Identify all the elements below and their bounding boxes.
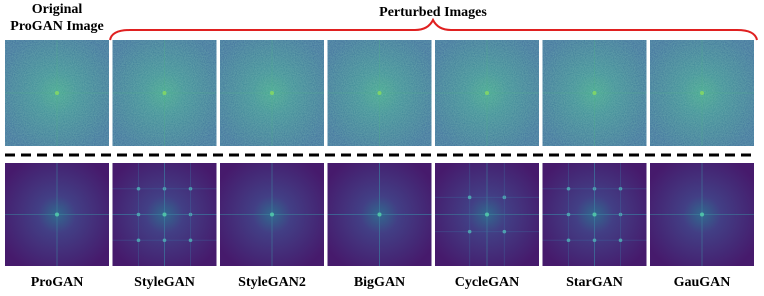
- artifact-peak: [592, 186, 597, 191]
- artifact-peak: [618, 238, 623, 243]
- spectrum-peak: [592, 212, 597, 217]
- original-label: Original: [32, 2, 83, 17]
- spectrum-peak: [270, 91, 274, 95]
- column-label: StarGAN: [566, 275, 623, 290]
- artifact-peak: [502, 195, 507, 200]
- artifact-peak: [618, 186, 623, 191]
- artifact-peak: [162, 238, 167, 243]
- artifact-peak: [502, 229, 507, 234]
- artifact-peak: [188, 186, 193, 191]
- artifact-peak: [136, 212, 141, 217]
- artifact-peak: [467, 195, 472, 200]
- column-label: BigGAN: [354, 275, 405, 290]
- brace: [109, 17, 758, 41]
- spectrum-peak: [55, 91, 59, 95]
- artifact-peak: [592, 238, 597, 243]
- spectrum-peak: [270, 212, 274, 217]
- spectrum-peak: [162, 212, 167, 217]
- spectrum-peak: [55, 212, 59, 217]
- spectrum-peak: [377, 212, 382, 217]
- artifact-peak: [188, 238, 193, 243]
- column-label: GauGAN: [674, 275, 731, 290]
- spectrum-peak: [377, 91, 382, 95]
- artifact-peak: [566, 238, 571, 243]
- artifact-peak: [566, 212, 571, 217]
- spectrum-peak: [700, 91, 704, 95]
- original-label: ProGAN Image: [10, 19, 103, 34]
- artifact-peak: [467, 229, 472, 234]
- spectrum-peak: [485, 91, 489, 95]
- column-label: StyleGAN: [134, 275, 195, 290]
- artifact-peak: [136, 186, 141, 191]
- artifact-peak: [136, 238, 141, 243]
- spectrum-peak: [592, 91, 597, 95]
- spectrum-peak: [162, 91, 167, 95]
- artifact-peak: [618, 212, 623, 217]
- spectrum-peak: [485, 212, 489, 217]
- artifact-peak: [188, 212, 193, 217]
- column-label: CycleGAN: [455, 275, 520, 290]
- artifact-peak: [162, 186, 167, 191]
- column-label: StyleGAN2: [238, 275, 306, 290]
- spectrum-peak: [700, 212, 704, 217]
- artifact-peak: [566, 186, 571, 191]
- perturbed-label: Perturbed Images: [379, 5, 487, 20]
- column-label: ProGAN: [31, 275, 84, 290]
